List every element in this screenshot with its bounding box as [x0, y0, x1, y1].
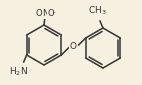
Text: O: O: [48, 10, 54, 19]
Text: O: O: [70, 42, 77, 51]
Text: CH$_3$: CH$_3$: [88, 5, 106, 17]
Text: H$_2$N: H$_2$N: [9, 66, 28, 79]
Text: N: N: [42, 10, 48, 19]
Text: O: O: [36, 10, 42, 19]
Text: -: -: [53, 10, 55, 15]
